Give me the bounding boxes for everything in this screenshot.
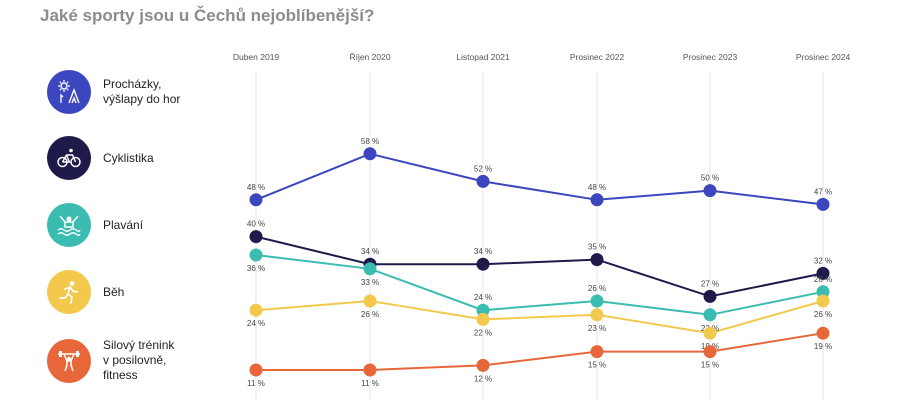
legend-item-running: Běh — [47, 270, 124, 314]
data-label: 12 % — [474, 374, 492, 383]
data-label: 23 % — [588, 324, 606, 333]
data-label: 35 % — [588, 243, 606, 252]
data-label: 15 % — [588, 361, 606, 370]
data-label: 22 % — [474, 328, 492, 337]
data-label: 28 % — [814, 275, 832, 284]
data-point — [590, 308, 604, 322]
bicycle-icon — [57, 148, 81, 168]
data-label: 26 % — [588, 284, 606, 293]
legend-swatch-cycling — [47, 136, 91, 180]
data-point — [249, 230, 263, 244]
data-label: 26 % — [361, 310, 379, 319]
data-point — [816, 266, 830, 280]
data-point — [590, 253, 604, 267]
data-point — [703, 184, 717, 198]
data-point — [476, 174, 490, 188]
legend-swatch-hiking — [47, 70, 91, 114]
data-point — [249, 363, 263, 377]
data-point — [590, 294, 604, 308]
series-line — [255, 235, 824, 298]
legend-item-hiking: Procházky, výšlapy do hor — [47, 70, 180, 114]
data-point — [476, 358, 490, 372]
data-point — [476, 303, 490, 317]
x-tick-label: Prosinec 2023 — [683, 52, 738, 62]
x-tick-label: Prosinec 2024 — [796, 52, 851, 62]
data-label: 47 % — [814, 187, 832, 196]
data-label: 24 % — [474, 293, 492, 302]
data-point — [590, 345, 604, 359]
data-point — [363, 294, 377, 308]
data-label: 24 % — [247, 319, 265, 328]
x-tick-label: Říjen 2020 — [349, 52, 390, 62]
data-label: 58 % — [361, 137, 379, 146]
legend-label-swimming: Plavání — [103, 217, 144, 232]
data-point — [816, 285, 830, 299]
x-tick-label: Duben 2019 — [233, 52, 280, 62]
data-point — [363, 262, 377, 276]
data-point — [249, 248, 263, 262]
data-label: 40 % — [247, 220, 265, 229]
legend-swatch-swimming — [47, 203, 91, 247]
legend: Procházky, výšlapy do hor Cyklistika Pla… — [0, 0, 230, 406]
legend-swatch-running — [47, 270, 91, 314]
data-label: 11 % — [247, 379, 265, 388]
legend-item-strength: Silový trénink v posilovně, fitness — [47, 338, 174, 383]
data-label: 26 % — [814, 310, 832, 319]
data-label: 50 % — [701, 174, 719, 183]
data-point — [476, 257, 490, 271]
legend-swatch-strength — [47, 338, 91, 383]
data-label: 33 % — [361, 278, 379, 287]
legend-item-swimming: Plavání — [47, 203, 143, 247]
series-line — [255, 254, 824, 316]
legend-label-hiking: Procházky, výšlapy do hor — [103, 77, 181, 106]
data-label: 34 % — [474, 247, 492, 256]
data-label: 34 % — [361, 247, 379, 256]
data-point — [703, 308, 717, 322]
data-label: 19 % — [814, 342, 832, 351]
hiking-icon — [58, 80, 80, 104]
data-point — [816, 326, 830, 340]
series-line — [256, 332, 824, 371]
legend-label-running: Běh — [103, 284, 125, 299]
running-icon — [59, 281, 78, 304]
data-point — [363, 363, 377, 377]
data-label: 32 % — [814, 256, 832, 265]
data-label: 48 % — [247, 183, 265, 192]
data-point — [703, 345, 717, 359]
swimming-icon — [57, 215, 81, 236]
data-label: 36 % — [247, 264, 265, 273]
data-point — [816, 294, 830, 308]
legend-label-strength: Silový trénink v posilovně, fitness — [103, 338, 175, 382]
data-label: 48 % — [588, 183, 606, 192]
series-line — [255, 299, 824, 335]
data-point — [249, 193, 263, 207]
legend-label-cycling: Cyklistika — [103, 150, 154, 165]
data-point — [816, 197, 830, 211]
data-point — [703, 289, 717, 303]
data-label: 27 % — [701, 279, 719, 288]
data-label: 52 % — [474, 164, 492, 173]
data-label: 11 % — [361, 379, 379, 388]
data-point — [703, 326, 717, 340]
data-point — [476, 312, 490, 326]
chart-title: Jaké sporty jsou u Čechů nejoblíbenější? — [40, 6, 375, 25]
data-point — [363, 147, 377, 161]
legend-item-cycling: Cyklistika — [47, 136, 154, 180]
data-point — [590, 193, 604, 207]
series-line — [255, 152, 824, 206]
weightlifting-icon — [58, 350, 80, 371]
x-tick-label: Prosinec 2022 — [570, 52, 625, 62]
data-label: 15 % — [701, 361, 719, 370]
x-tick-label: Listopad 2021 — [456, 52, 510, 62]
data-point — [249, 303, 263, 317]
